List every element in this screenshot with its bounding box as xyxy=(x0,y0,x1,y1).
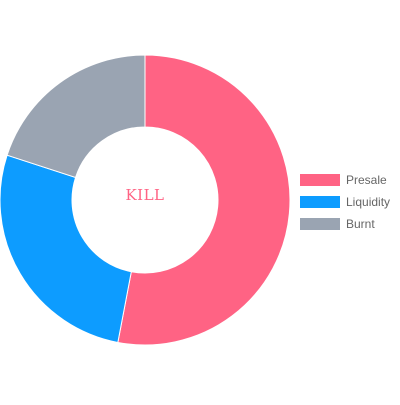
legend-label-presale: Presale xyxy=(346,173,387,187)
legend-label-burnt: Burnt xyxy=(346,217,375,231)
slice-presale[interactable] xyxy=(117,54,291,346)
slice-burnt[interactable] xyxy=(6,54,146,179)
legend-item-liquidity[interactable]: Liquidity xyxy=(300,191,390,213)
chart-center-label: KILL xyxy=(125,186,165,204)
slice-liquidity[interactable] xyxy=(0,154,132,344)
legend-swatch-presale xyxy=(300,174,340,186)
legend-item-burnt[interactable]: Burnt xyxy=(300,213,390,235)
chart-legend: Presale Liquidity Burnt xyxy=(300,169,390,235)
legend-label-liquidity: Liquidity xyxy=(346,195,391,209)
legend-swatch-burnt xyxy=(300,218,340,230)
legend-item-presale[interactable]: Presale xyxy=(300,169,390,191)
doughnut-slices xyxy=(0,54,291,346)
legend-swatch-liquidity xyxy=(300,196,340,208)
